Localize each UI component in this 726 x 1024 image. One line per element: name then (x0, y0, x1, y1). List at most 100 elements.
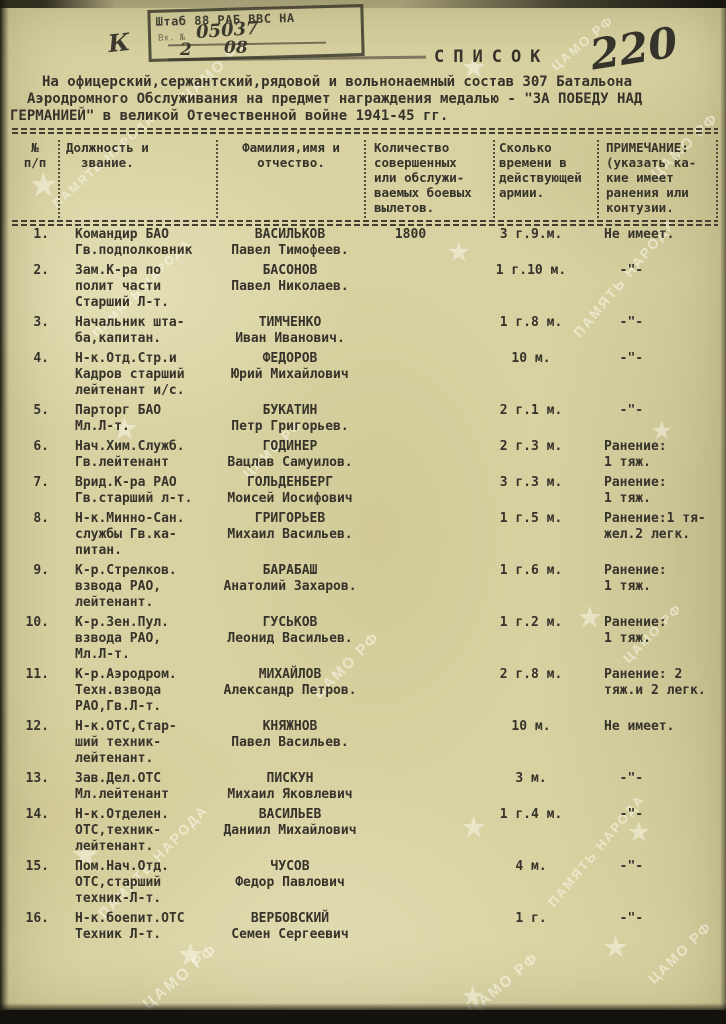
remarks-cell: Не имеет. (604, 719, 675, 734)
remarks-cell: -"- (604, 351, 644, 366)
row-number-cell: 10. (25, 615, 49, 630)
table-row: 8. Н-к.Минно-Сан. службы Гв.ка-питан. ГРИГО… (12, 511, 718, 559)
remarks-cell: Не имеет. (604, 227, 675, 242)
table-row: 7. Врид.К-ра РАО Гв.старший л-т. ГОЛЬДЕНБЕР… (12, 475, 718, 507)
header-line: отчество. (257, 155, 325, 170)
time-in-army-cell: 2 г.1 м. (499, 403, 563, 418)
remarks-cell: -"- (604, 263, 644, 278)
row-number-cell: 12. (25, 719, 49, 734)
position-rank-cell: Пом.Нач.Отд. ОТС,старший техник-Л-т. (75, 859, 169, 906)
full-name-cell: ЧУСОВ Федор Павлович (235, 859, 345, 890)
intro-paragraph: На офицерский,сержантский,рядовой и воль… (0, 74, 726, 125)
full-name-cell: МИХАЙЛОВ Александр Петров. (223, 667, 357, 698)
header-line: армии. (499, 185, 545, 200)
row-number-cell: 9. (33, 563, 49, 578)
position-rank-cell: Парторг БАО Мл.Л-т. (75, 403, 162, 434)
table-row: 14. Н-к.Отделен. ОТС,техник-лейтенант. ВАСИ… (12, 807, 718, 855)
position-rank-cell: Н-к.боепит.ОТС Техник Л-т. (75, 911, 185, 942)
time-in-army-cell: 4 м. (515, 859, 547, 874)
full-name-cell: ФЕДОРОВ Юрий Михайлович (231, 351, 349, 382)
header-line: звание. (66, 155, 134, 170)
flights-count-cell (364, 719, 493, 767)
flights-count-cell (364, 563, 493, 611)
row-number-cell: 15. (25, 859, 49, 874)
handwritten-page-number: 220 (586, 17, 681, 80)
flights-count-cell (364, 475, 493, 507)
time-in-army-cell: 10 м. (511, 719, 551, 734)
remarks-cell: Ранение: 1 тяж. (604, 615, 667, 646)
header-col-position: Должность и звание. (58, 140, 216, 218)
time-in-army-cell: 3 г.3 м. (499, 475, 563, 490)
full-name-cell: ГОЛЬДЕНБЕРГ Моисей Иосифович (227, 475, 353, 506)
table-row: 11. К-р.Аэродром. Техн.взвода РАО,Гв.Л-т. МИ… (12, 667, 718, 715)
header-line: п/п (23, 155, 47, 170)
handwritten-date-month: 08 (224, 38, 248, 58)
table-row: 2. Зам.К-ра по полит части Старший Л-т. БАСО… (12, 263, 718, 311)
watermark-star-icon: ★ (462, 983, 484, 1010)
full-name-cell: БАСОНОВ Павел Николаев. (231, 263, 349, 294)
flights-count-cell (364, 615, 493, 663)
header-line: контузии. (606, 200, 674, 215)
table-row: 3. Начальник шта-ба,капитан. ТИМЧЕНКО Иван … (12, 315, 718, 347)
row-number-cell: 6. (33, 439, 49, 454)
header-line: кие имеет (606, 170, 674, 185)
remarks-cell: -"- (604, 771, 644, 786)
position-rank-cell: Зав.Дел.ОТС Мл.лейтенант (75, 771, 169, 802)
handwritten-date-day: 2 (180, 40, 192, 60)
row-number-cell: 1. (33, 227, 49, 242)
position-rank-cell: Начальник шта-ба,капитан. (75, 315, 185, 346)
header-line: времени в (499, 155, 567, 170)
full-name-cell: ГОДИНЕР Вацлав Самуилов. (227, 439, 353, 470)
full-name-cell: ВАСИЛЬКОВ Павел Тимофеев. (231, 227, 349, 258)
position-rank-cell: Командир БАО Гв.подполковник (75, 227, 193, 258)
handwritten-margin-mark: К (106, 26, 132, 59)
position-rank-cell: Врид.К-ра РАО Гв.старший л-т. (75, 475, 193, 506)
position-rank-cell: Нач.Хим.Служб. Гв.лейтенант (75, 439, 185, 470)
flights-count-cell (364, 263, 493, 311)
remarks-cell: -"- (604, 315, 644, 330)
row-number-cell: 16. (25, 911, 49, 926)
time-in-army-cell: 1 г. (515, 911, 547, 926)
row-number-cell: 3. (33, 315, 49, 330)
flights-count-cell (364, 807, 493, 855)
table-row: 5. Парторг БАО Мл.Л-т. БУКАТИН Петр Григорье… (12, 403, 718, 435)
time-in-army-cell: 1 г.5 м. (499, 511, 563, 526)
remarks-cell: Ранение: 1 тяж. (604, 475, 667, 506)
row-number-cell: 4. (33, 351, 49, 366)
table-row: 9. К-р.Стрелков. взвода РАО, лейтенант. БАРА… (12, 563, 718, 611)
remarks-cell: Ранение: 1 тяж. (604, 439, 667, 470)
row-number-cell: 13. (25, 771, 49, 786)
flights-count-cell (364, 771, 493, 803)
header-col-flights: Количество совершенных или обслужи-ваемых … (364, 140, 493, 218)
header-line: Фамилия,имя и (242, 140, 340, 155)
position-rank-cell: Н-к.Минно-Сан. службы Гв.ка-питан. (75, 511, 185, 558)
header-col-number: № п/п (12, 140, 58, 218)
full-name-cell: ВАСИЛЬЕВ Даниил Михайлович (223, 807, 357, 838)
table-row: 10. К-р.Зен.Пул. взвода РАО, Мл.Л-т. ГУСЬКОВ… (12, 615, 718, 663)
header-line: совершенных (374, 155, 457, 170)
remarks-cell: Ранение:1 тя-жел.2 легк. (604, 511, 706, 542)
header-line: № (31, 140, 39, 155)
table-row: 16. Н-к.боепит.ОТС Техник Л-т. ВЕРБОВСКИЙ Се… (12, 911, 718, 943)
flights-count-cell (364, 439, 493, 471)
table-row: 13. Зав.Дел.ОТС Мл.лейтенант ПИСКУН Михаил Я… (12, 771, 718, 803)
row-number-cell: 7. (33, 475, 49, 490)
time-in-army-cell: 3 г.9.м. (499, 227, 563, 242)
full-name-cell: ГРИГОРЬЕВ Михаил Васильев. (227, 511, 353, 542)
row-number-cell: 8. (33, 511, 49, 526)
full-name-cell: ТИМЧЕНКО Иван Иванович. (235, 315, 345, 346)
header-line: или обслужи- (374, 170, 465, 185)
full-name-cell: ГУСЬКОВ Леонид Васильев. (227, 615, 353, 646)
remarks-cell: Ранение: 1 тяж. (604, 563, 667, 594)
time-in-army-cell: 1 г.10 м. (495, 263, 567, 278)
header-line: (указать ка- (606, 155, 697, 170)
flights-count-cell (364, 911, 493, 943)
position-rank-cell: Н-к.Отделен. ОТС,техник-лейтенант. (75, 807, 169, 854)
watermark-text: ЦАМО РФ (140, 941, 222, 1014)
table-row: 15. Пом.Нач.Отд. ОТС,старший техник-Л-т. ЧУС… (12, 859, 718, 907)
header-line: вылетов. (374, 200, 435, 215)
row-number-cell: 14. (25, 807, 49, 822)
header-col-name: Фамилия,имя и отчество. (216, 140, 364, 218)
header-line: Сколько (499, 140, 552, 155)
